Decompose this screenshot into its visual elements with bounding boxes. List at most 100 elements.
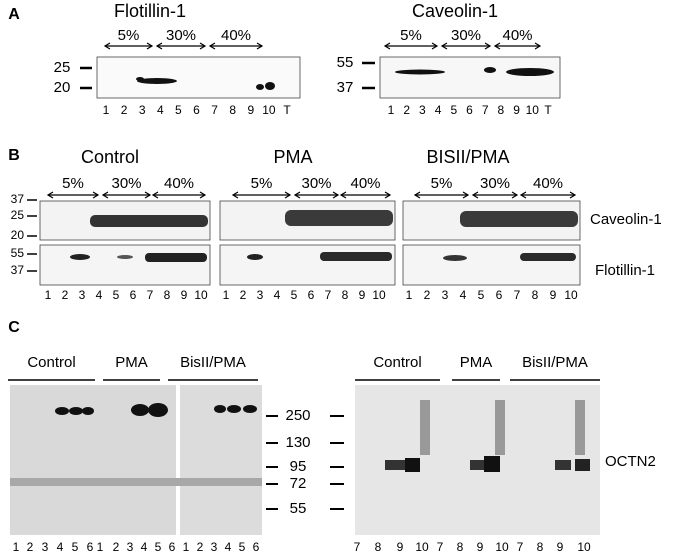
- label: PMA: [460, 354, 493, 371]
- label: Control: [81, 147, 139, 167]
- label: 5: [291, 288, 298, 302]
- label: 5: [113, 288, 120, 302]
- label: 8: [164, 288, 171, 302]
- label: 2: [424, 288, 431, 302]
- label: 30%: [480, 175, 510, 192]
- label: A: [8, 6, 20, 23]
- arrow-head: [339, 191, 392, 199]
- label: 2: [197, 540, 204, 554]
- label: 1: [183, 540, 190, 554]
- label: 55: [290, 500, 307, 517]
- label: 1: [13, 540, 20, 554]
- label: 7: [325, 288, 332, 302]
- label: 7: [437, 540, 444, 554]
- label: 5: [175, 103, 182, 117]
- label: 5%: [400, 27, 422, 44]
- label: 6: [308, 288, 315, 302]
- label: 8: [532, 288, 539, 302]
- arrow-head: [208, 42, 264, 50]
- label: 10: [372, 288, 386, 302]
- label: PMA: [273, 147, 312, 167]
- label: 6: [169, 540, 176, 554]
- label: 4: [57, 540, 64, 554]
- band: [265, 82, 275, 90]
- label: 7: [211, 103, 218, 117]
- label: 4: [225, 540, 232, 554]
- label: BisII/PMA: [522, 354, 588, 371]
- label: 5%: [251, 175, 273, 192]
- label: 5: [239, 540, 246, 554]
- band: [395, 69, 445, 75]
- label: 95: [290, 458, 307, 475]
- label: 25: [11, 208, 25, 222]
- label: 10: [526, 103, 540, 117]
- label: 30%: [301, 175, 331, 192]
- label: 10: [495, 540, 509, 554]
- label: 72: [290, 475, 307, 492]
- blot: [379, 56, 561, 99]
- label: 30%: [451, 27, 481, 44]
- label: BisII/PMA: [180, 354, 246, 371]
- label: 8: [498, 103, 505, 117]
- label: 8: [229, 103, 236, 117]
- label: 6: [496, 288, 503, 302]
- label: 5: [478, 288, 485, 302]
- label: 10: [194, 288, 208, 302]
- arrow-head: [293, 191, 340, 199]
- label: 4: [157, 103, 164, 117]
- label: B: [8, 147, 20, 164]
- arrow-head: [519, 191, 577, 199]
- label: 4: [141, 540, 148, 554]
- label: 2: [62, 288, 69, 302]
- label: 1: [103, 103, 110, 117]
- label: PMA: [115, 354, 148, 371]
- arrow-head: [471, 191, 519, 199]
- label: 3: [42, 540, 49, 554]
- label: 37: [11, 192, 25, 206]
- arrow-head: [413, 191, 470, 199]
- label: 250: [285, 407, 310, 424]
- label: 20: [54, 79, 71, 96]
- label: BISII/PMA: [426, 147, 509, 167]
- label: 3: [79, 288, 86, 302]
- label: 9: [359, 288, 366, 302]
- label: T: [544, 103, 552, 117]
- label: 40%: [533, 175, 563, 192]
- band: [256, 84, 264, 90]
- arrow-head: [383, 42, 439, 50]
- label: 4: [274, 288, 281, 302]
- label: 7: [354, 540, 361, 554]
- label: 6: [193, 103, 200, 117]
- label: 3: [211, 540, 218, 554]
- label: 9: [513, 103, 520, 117]
- label: C: [8, 319, 20, 336]
- label: 8: [342, 288, 349, 302]
- label: 20: [11, 228, 25, 242]
- label: 55: [11, 246, 25, 260]
- label: 6: [466, 103, 473, 117]
- label: 3: [442, 288, 449, 302]
- blot: [96, 56, 301, 99]
- arrow-head: [103, 42, 154, 50]
- label: 2: [403, 103, 410, 117]
- label: 3: [419, 103, 426, 117]
- label: 25: [54, 59, 71, 76]
- label: 9: [181, 288, 188, 302]
- label: 2: [27, 540, 34, 554]
- label: 2: [113, 540, 120, 554]
- label: 5%: [62, 175, 84, 192]
- label: 9: [247, 103, 254, 117]
- label: 9: [477, 540, 484, 554]
- label: 10: [564, 288, 578, 302]
- label: 4: [96, 288, 103, 302]
- label: T: [283, 103, 291, 117]
- label: 130: [285, 434, 310, 451]
- label: 10: [415, 540, 429, 554]
- label: 8: [537, 540, 544, 554]
- arrow-head: [151, 191, 207, 199]
- label: Control: [27, 354, 75, 371]
- label: 2: [240, 288, 247, 302]
- label: 1: [45, 288, 52, 302]
- band: [484, 67, 496, 73]
